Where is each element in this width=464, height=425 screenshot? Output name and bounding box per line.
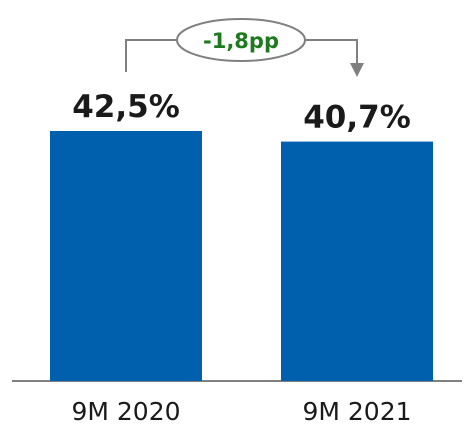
x-tick-label-1: 9M 2021 [302,397,411,425]
data-label-1: 40,7% [303,100,411,136]
delta-label: -1,8pp [203,29,279,53]
data-label-0: 42,5% [72,89,180,125]
bar-1 [281,142,433,381]
bar-0 [50,131,202,381]
delta-arrowhead [350,63,364,77]
x-tick-label-0: 9M 2020 [71,397,180,425]
